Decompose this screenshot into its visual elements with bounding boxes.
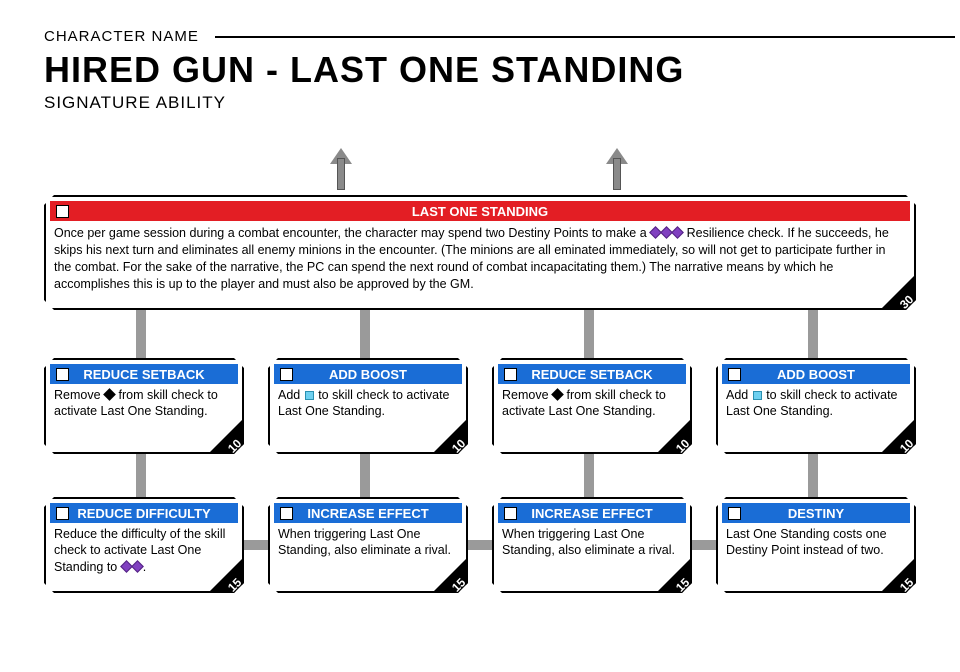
main-card-header: LAST ONE STANDING bbox=[50, 201, 910, 221]
main-card-title: LAST ONE STANDING bbox=[412, 204, 548, 219]
card-body: When triggering Last One Standing, also … bbox=[270, 523, 466, 562]
card-header: REDUCE SETBACK bbox=[50, 364, 238, 384]
card-header: INCREASE EFFECT bbox=[498, 503, 686, 523]
card-header: REDUCE SETBACK bbox=[498, 364, 686, 384]
talent-card: ADD BOOST Add to skill check to activate … bbox=[268, 358, 468, 454]
card-header: INCREASE EFFECT bbox=[274, 503, 462, 523]
main-ability-card: LAST ONE STANDING Once per game session … bbox=[44, 195, 916, 310]
talent-checkbox[interactable] bbox=[56, 368, 69, 381]
charname-label: CHARACTER NAME bbox=[44, 28, 199, 45]
page-title: HIRED GUN - LAST ONE STANDING bbox=[44, 49, 955, 91]
up-arrow-icon bbox=[334, 148, 348, 190]
card-title: REDUCE DIFFICULTY bbox=[77, 506, 210, 521]
talent-card: INCREASE EFFECT When triggering Last One … bbox=[492, 497, 692, 593]
card-title: REDUCE SETBACK bbox=[83, 367, 204, 382]
connector-line bbox=[584, 454, 594, 497]
talent-card: REDUCE SETBACK Remove from skill check to… bbox=[492, 358, 692, 454]
connector-line bbox=[360, 310, 370, 358]
talent-checkbox[interactable] bbox=[280, 507, 293, 520]
connector-line bbox=[136, 454, 146, 497]
card-title: ADD BOOST bbox=[329, 367, 407, 382]
connector-line bbox=[584, 310, 594, 358]
card-body: Reduce the difficulty of the skill check… bbox=[46, 523, 242, 578]
connector-line bbox=[244, 540, 268, 550]
talent-checkbox[interactable] bbox=[728, 507, 741, 520]
charname-row: CHARACTER NAME bbox=[44, 28, 955, 45]
talent-checkbox[interactable] bbox=[504, 507, 517, 520]
talent-checkbox[interactable] bbox=[728, 368, 741, 381]
talent-checkbox[interactable] bbox=[504, 368, 517, 381]
connector-line bbox=[808, 310, 818, 358]
talent-card: DESTINY Last One Standing costs one Desti… bbox=[716, 497, 916, 593]
card-title: INCREASE EFFECT bbox=[307, 506, 428, 521]
talent-card: ADD BOOST Add to skill check to activate … bbox=[716, 358, 916, 454]
connector-line bbox=[692, 540, 716, 550]
card-header: REDUCE DIFFICULTY bbox=[50, 503, 238, 523]
main-checkbox[interactable] bbox=[56, 205, 69, 218]
card-header: DESTINY bbox=[722, 503, 910, 523]
main-card-body: Once per game session during a combat en… bbox=[46, 221, 914, 297]
card-body: Remove from skill check to activate Last… bbox=[46, 384, 242, 423]
card-body: When triggering Last One Standing, also … bbox=[494, 523, 690, 562]
card-body: Remove from skill check to activate Last… bbox=[494, 384, 690, 423]
card-header: ADD BOOST bbox=[722, 364, 910, 384]
card-title: DESTINY bbox=[788, 506, 844, 521]
card-body: Add to skill check to activate Last One … bbox=[270, 384, 466, 423]
sheet-header: CHARACTER NAME HIRED GUN - LAST ONE STAN… bbox=[44, 28, 955, 113]
card-title: ADD BOOST bbox=[777, 367, 855, 382]
talent-checkbox[interactable] bbox=[280, 368, 293, 381]
talent-card: REDUCE SETBACK Remove from skill check to… bbox=[44, 358, 244, 454]
charname-line bbox=[215, 36, 955, 38]
connector-line bbox=[136, 310, 146, 358]
talent-card: INCREASE EFFECT When triggering Last One … bbox=[268, 497, 468, 593]
card-body: Add to skill check to activate Last One … bbox=[718, 384, 914, 423]
page-subtitle: SIGNATURE ABILITY bbox=[44, 93, 955, 113]
connector-line bbox=[360, 454, 370, 497]
card-title: INCREASE EFFECT bbox=[531, 506, 652, 521]
talent-checkbox[interactable] bbox=[56, 507, 69, 520]
card-header: ADD BOOST bbox=[274, 364, 462, 384]
card-body: Last One Standing costs one Destiny Poin… bbox=[718, 523, 914, 562]
up-arrow-icon bbox=[610, 148, 624, 190]
connector-line bbox=[808, 454, 818, 497]
connector-line bbox=[468, 540, 492, 550]
talent-card: REDUCE DIFFICULTY Reduce the difficulty o… bbox=[44, 497, 244, 593]
card-title: REDUCE SETBACK bbox=[531, 367, 652, 382]
